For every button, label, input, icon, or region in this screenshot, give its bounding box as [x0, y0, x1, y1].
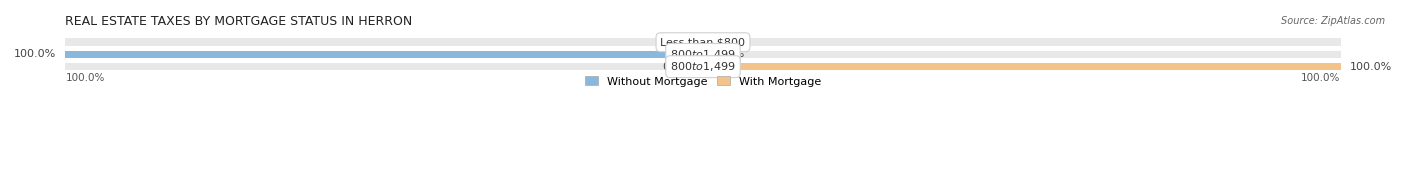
Text: 100.0%: 100.0%: [1350, 62, 1392, 72]
Text: $800 to $1,499: $800 to $1,499: [671, 60, 735, 73]
Text: 100.0%: 100.0%: [66, 73, 105, 83]
Text: 100.0%: 100.0%: [14, 49, 56, 59]
Bar: [66, 63, 1340, 70]
Text: Less than $800: Less than $800: [661, 37, 745, 47]
Text: 100.0%: 100.0%: [1301, 73, 1340, 83]
Bar: [66, 51, 703, 58]
Text: $800 to $1,499: $800 to $1,499: [671, 48, 735, 61]
Text: 0.0%: 0.0%: [662, 37, 690, 47]
Text: REAL ESTATE TAXES BY MORTGAGE STATUS IN HERRON: REAL ESTATE TAXES BY MORTGAGE STATUS IN …: [66, 15, 413, 28]
Text: 0.0%: 0.0%: [662, 62, 690, 72]
Bar: [703, 63, 1340, 70]
Bar: [66, 38, 1340, 46]
Text: Source: ZipAtlas.com: Source: ZipAtlas.com: [1281, 16, 1385, 26]
Text: 0.0%: 0.0%: [716, 49, 744, 59]
Legend: Without Mortgage, With Mortgage: Without Mortgage, With Mortgage: [581, 72, 825, 91]
Bar: [66, 51, 1340, 58]
Text: 0.0%: 0.0%: [716, 37, 744, 47]
